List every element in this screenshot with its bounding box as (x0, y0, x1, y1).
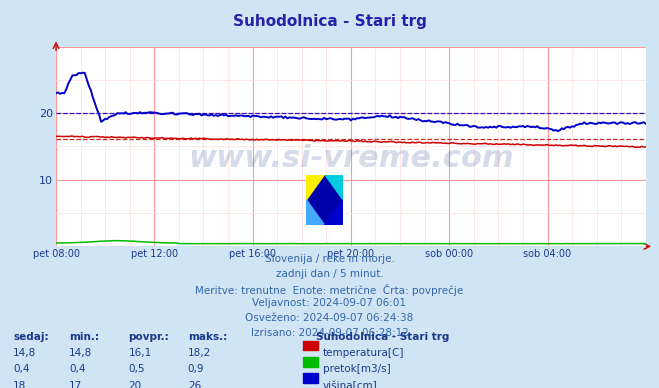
Text: 17: 17 (69, 381, 82, 388)
Polygon shape (325, 200, 343, 225)
Text: Meritve: trenutne  Enote: metrične  Črta: povprečje: Meritve: trenutne Enote: metrične Črta: … (195, 284, 464, 296)
Text: Slovenija / reke in morje.: Slovenija / reke in morje. (264, 254, 395, 264)
Text: zadnji dan / 5 minut.: zadnji dan / 5 minut. (275, 269, 384, 279)
Text: Suhodolnica - Stari trg: Suhodolnica - Stari trg (233, 14, 426, 29)
Text: 20: 20 (129, 381, 142, 388)
Polygon shape (306, 175, 325, 200)
Text: maks.:: maks.: (188, 332, 227, 342)
Text: sedaj:: sedaj: (13, 332, 49, 342)
Text: Suhodolnica - Stari trg: Suhodolnica - Stari trg (316, 332, 449, 342)
Text: 0,4: 0,4 (13, 364, 30, 374)
Text: 14,8: 14,8 (13, 348, 36, 358)
Text: 0,4: 0,4 (69, 364, 86, 374)
Polygon shape (306, 200, 325, 225)
Text: pretok[m3/s]: pretok[m3/s] (323, 364, 391, 374)
Text: Osveženo: 2024-09-07 06:24:38: Osveženo: 2024-09-07 06:24:38 (245, 313, 414, 323)
Text: min.:: min.: (69, 332, 100, 342)
Text: Izrisano: 2024-09-07 06:28:12: Izrisano: 2024-09-07 06:28:12 (250, 328, 409, 338)
Polygon shape (325, 175, 343, 200)
Polygon shape (306, 175, 343, 225)
Text: višina[cm]: višina[cm] (323, 381, 378, 388)
Text: 26: 26 (188, 381, 201, 388)
Polygon shape (306, 200, 325, 225)
Polygon shape (306, 175, 325, 200)
Text: 14,8: 14,8 (69, 348, 92, 358)
Text: 18: 18 (13, 381, 26, 388)
Text: 0,9: 0,9 (188, 364, 204, 374)
Text: 18,2: 18,2 (188, 348, 211, 358)
Polygon shape (325, 175, 343, 200)
Text: temperatura[C]: temperatura[C] (323, 348, 405, 358)
Text: 16,1: 16,1 (129, 348, 152, 358)
Text: Veljavnost: 2024-09-07 06:01: Veljavnost: 2024-09-07 06:01 (252, 298, 407, 308)
Text: www.si-vreme.com: www.si-vreme.com (188, 144, 514, 173)
Text: 0,5: 0,5 (129, 364, 145, 374)
Text: povpr.:: povpr.: (129, 332, 169, 342)
